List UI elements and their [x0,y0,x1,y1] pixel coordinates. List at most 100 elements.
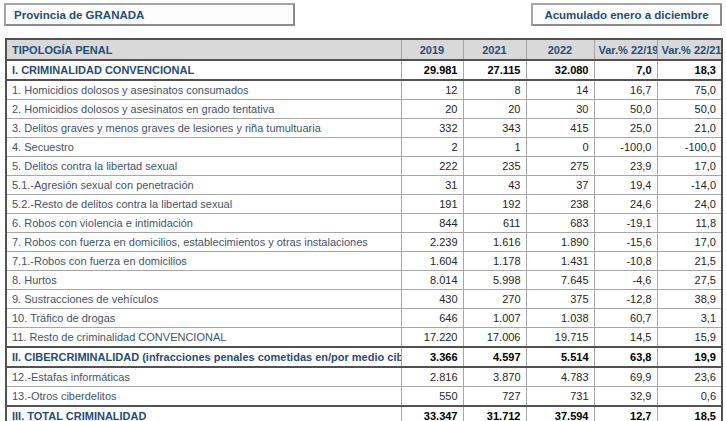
value-cell-var-22-19: -19,1 [594,214,657,233]
section-row: II. CIBERCRIMINALIDAD (infracciones pena… [6,347,722,367]
value-cell-2019: 2.239 [401,233,463,252]
value-cell-2019: 2.816 [401,367,463,387]
label-cell: 2. Homicidios dolosos y asesinatos en gr… [6,100,401,119]
value-cell-2021: 235 [463,157,526,176]
table-row: 11. Resto de criminalidad CONVENCIONAL17… [6,328,722,348]
value-cell-2022: 30 [526,100,594,119]
value-cell-2019: 191 [401,195,463,214]
value-cell-var-22-19: 32,9 [594,387,657,407]
table-row: 1. Homicidios dolosos y asesinatos consu… [6,80,722,100]
value-cell-2022: 7.645 [526,271,594,290]
section-row: III. TOTAL CRIMINALIDAD33.34731.71237.59… [6,406,722,421]
value-cell-var-22-19: 19,4 [594,176,657,195]
value-cell-2019: 20 [401,100,463,119]
value-cell-var-22-21: -100,0 [657,138,722,157]
value-cell-var-22-21: 18,3 [657,60,722,80]
value-cell-2022: 375 [526,290,594,309]
column-header-2019: 2019 [401,39,463,60]
value-cell-var-22-19: 25,0 [594,119,657,138]
value-cell-var-22-19: 7,0 [594,60,657,80]
value-cell-var-22-19: 12,7 [594,406,657,421]
value-cell-2022: 683 [526,214,594,233]
value-cell-2019: 12 [401,80,463,100]
label-cell: 3. Delitos graves y menos graves de lesi… [6,119,401,138]
value-cell-var-22-19: 69,9 [594,367,657,387]
label-cell: 13.-Otros ciberdelitos [6,387,401,407]
label-cell: III. TOTAL CRIMINALIDAD [6,406,401,421]
label-cell: 11. Resto de criminalidad CONVENCIONAL [6,328,401,348]
value-cell-var-22-19: 16,7 [594,80,657,100]
value-cell-2019: 8.014 [401,271,463,290]
label-cell: 5.1.-Agresión sexual con penetración [6,176,401,195]
table-row: 6. Robos con violencia e intimidación844… [6,214,722,233]
value-cell-2021: 8 [463,80,526,100]
value-cell-2022: 0 [526,138,594,157]
label-cell: 1. Homicidios dolosos y asesinatos consu… [6,80,401,100]
column-header-var-22-21: Var.% 22/21 [657,39,722,60]
value-cell-2022: 238 [526,195,594,214]
value-cell-2022: 32.080 [526,60,594,80]
value-cell-2021: 727 [463,387,526,407]
table-row: 5.1.-Agresión sexual con penetración3143… [6,176,722,195]
value-cell-2019: 3.366 [401,347,463,367]
value-cell-var-22-21: 18,5 [657,406,722,421]
value-cell-var-22-21: 0,6 [657,387,722,407]
label-cell: 6. Robos con violencia e intimidación [6,214,401,233]
value-cell-2022: 1.038 [526,309,594,328]
value-cell-2019: 844 [401,214,463,233]
value-cell-var-22-19: -15,6 [594,233,657,252]
value-cell-2021: 192 [463,195,526,214]
value-cell-var-22-19: 60,7 [594,309,657,328]
label-cell: I. CRIMINALIDAD CONVENCIONAL [6,60,401,80]
value-cell-var-22-19: -12,8 [594,290,657,309]
column-header-2021: 2021 [463,39,526,60]
table-row: 13.-Otros ciberdelitos55072773132,90,6 [6,387,722,407]
value-cell-2019: 2 [401,138,463,157]
table-header-row: TIPOLOGÍA PENAL 2019 2021 2022 Var.% 22/… [6,39,722,60]
value-cell-2021: 4.597 [463,347,526,367]
period-title-box: Acumulado enero a diciembre [531,3,722,26]
value-cell-2022: 37 [526,176,594,195]
value-cell-var-22-21: 15,9 [657,328,722,348]
label-cell: 7.1.-Robos con fuerza en domicilios [6,252,401,271]
table-row: 12.-Estafas informáticas2.8163.8704.7836… [6,367,722,387]
table-body: I. CRIMINALIDAD CONVENCIONAL29.98127.115… [6,60,722,421]
table-row: 10. Tráfico de drogas6461.0071.03860,73,… [6,309,722,328]
label-cell: 8. Hurtos [6,271,401,290]
value-cell-var-22-21: 19,9 [657,347,722,367]
value-cell-var-22-21: 50,0 [657,100,722,119]
value-cell-var-22-19: 24,6 [594,195,657,214]
value-cell-var-22-21: 75,0 [657,80,722,100]
period-title: Acumulado enero a diciembre [544,9,708,21]
label-cell: 5.2.-Resto de delitos contra la libertad… [6,195,401,214]
table-row: 7.1.-Robos con fuerza en domicilios1.604… [6,252,722,271]
value-cell-var-22-19: 23,9 [594,157,657,176]
value-cell-2022: 731 [526,387,594,407]
value-cell-2019: 550 [401,387,463,407]
value-cell-2021: 343 [463,119,526,138]
column-header-var-22-19: Var.% 22/19 [594,39,657,60]
value-cell-2021: 3.870 [463,367,526,387]
province-title-box: Provincia de GRANADA [4,3,295,26]
label-cell: 10. Tráfico de drogas [6,309,401,328]
value-cell-var-22-19: -10,8 [594,252,657,271]
value-cell-var-22-19: 63,8 [594,347,657,367]
value-cell-var-22-21: 11,8 [657,214,722,233]
value-cell-2021: 5.998 [463,271,526,290]
value-cell-var-22-21: 17,0 [657,233,722,252]
value-cell-2022: 1.431 [526,252,594,271]
value-cell-2019: 29.981 [401,60,463,80]
table-row: 5. Delitos contra la libertad sexual2222… [6,157,722,176]
value-cell-var-22-19: 14,5 [594,328,657,348]
value-cell-2021: 1.616 [463,233,526,252]
value-cell-2021: 1.178 [463,252,526,271]
table-row: 2. Homicidios dolosos y asesinatos en gr… [6,100,722,119]
value-cell-2019: 222 [401,157,463,176]
value-cell-2022: 4.783 [526,367,594,387]
value-cell-var-22-21: 23,6 [657,367,722,387]
section-row: I. CRIMINALIDAD CONVENCIONAL29.98127.115… [6,60,722,80]
value-cell-var-22-19: 50,0 [594,100,657,119]
value-cell-var-22-19: -100,0 [594,138,657,157]
value-cell-2019: 332 [401,119,463,138]
column-header-2022: 2022 [526,39,594,60]
